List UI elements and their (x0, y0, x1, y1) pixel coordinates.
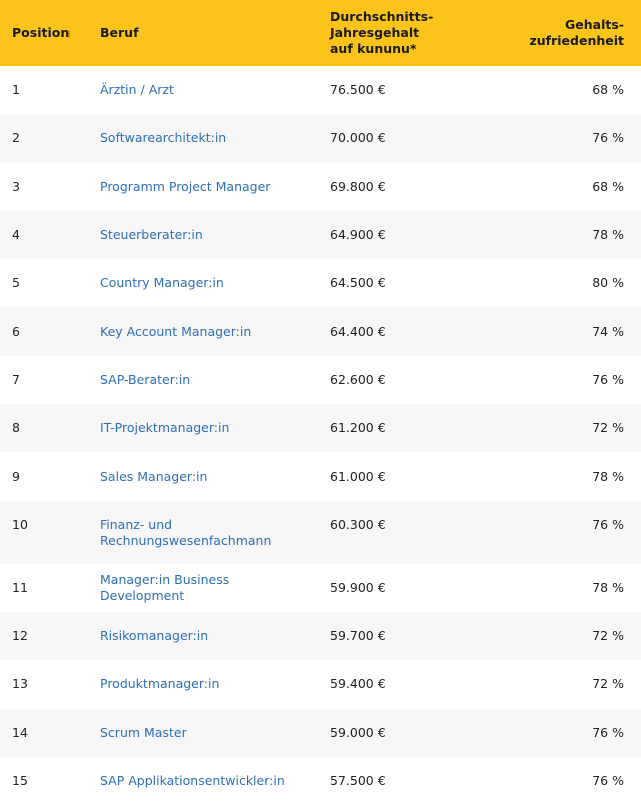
job-link[interactable]: IT-Projektmanager:in (100, 420, 230, 436)
position-cell: 8 (12, 420, 20, 436)
job-link-line1: Finanz- und (100, 516, 173, 532)
table-row: 14 Scrum Master 59.000 € 76 % (0, 708, 641, 757)
salary-cell: 59.900 € (330, 579, 386, 595)
job-link[interactable]: Sales Manager:in (100, 468, 208, 484)
table-row: 11 Manager:in Business Development 59.90… (0, 564, 641, 612)
satisfaction-cell: 78 % (592, 227, 624, 243)
table-row: 5 Country Manager:in 64.500 € 80 % (0, 259, 641, 307)
satisfaction-cell: 78 % (592, 579, 624, 595)
header-salary-line1: Durchschnitts-Jahresgehalt (330, 9, 434, 40)
job-link[interactable]: Softwarearchitekt:in (100, 130, 227, 146)
table-row: 6 Key Account Manager:in 64.400 € 74 % (0, 307, 641, 356)
job-link[interactable]: Programm Project Manager (100, 178, 271, 194)
position-cell: 4 (12, 227, 20, 243)
position-cell: 2 (12, 130, 20, 146)
header-salary-line2: auf kununu* (330, 41, 417, 56)
satisfaction-cell: 76 % (592, 724, 624, 740)
salary-cell: 60.300 € (330, 516, 386, 532)
salary-cell: 59.400 € (330, 676, 386, 692)
satisfaction-cell: 68 % (592, 82, 624, 98)
table-row: 8 IT-Projektmanager:in 61.200 € 72 % (0, 404, 641, 453)
satisfaction-cell: 76 % (592, 516, 624, 532)
position-cell: 6 (12, 323, 20, 339)
job-link[interactable]: Risikomanager:in (100, 628, 209, 644)
salary-cell: 61.000 € (330, 468, 386, 484)
job-link[interactable]: Ärztin / Arzt (100, 82, 174, 98)
position-cell: 11 (12, 579, 28, 595)
job-link[interactable]: Produktmanager:in (100, 676, 220, 692)
table-row: 3 Programm Project Manager 69.800 € 68 % (0, 163, 641, 211)
job-link[interactable]: Scrum Master (100, 724, 187, 740)
satisfaction-cell: 78 % (592, 468, 624, 484)
job-link[interactable]: Key Account Manager:in (100, 323, 252, 339)
table-header-row: Position ⋮ Beruf Durchschnitts-Jahresgeh… (0, 0, 641, 66)
satisfaction-cell: 80 % (592, 275, 624, 291)
header-salary[interactable]: Durchschnitts-Jahresgehalt auf kununu* (318, 0, 513, 66)
satisfaction-cell: 68 % (592, 178, 624, 194)
satisfaction-cell: 74 % (592, 323, 624, 339)
header-job-label: Beruf (100, 25, 139, 40)
header-position[interactable]: Position ⋮ (0, 0, 88, 66)
job-link[interactable]: Manager:in Business Development (100, 571, 230, 603)
job-link[interactable]: Finanz- und Rechnungswesenfachmann (88, 501, 318, 564)
position-cell: 9 (12, 468, 20, 484)
header-position-label: Position (12, 25, 70, 40)
job-link[interactable]: Country Manager:in (100, 275, 224, 291)
job-link[interactable]: Steuerberater:in (100, 227, 203, 243)
header-satisfaction[interactable]: Gehalts- zufriedenheit (513, 0, 641, 66)
salary-cell: 57.500 € (330, 773, 386, 788)
table-row: 7 SAP-Berater:in 62.600 € 76 % (0, 356, 641, 404)
table-row: 15 SAP Applikationsentwickler:in 57.500 … (0, 757, 641, 805)
salary-cell: 64.400 € (330, 323, 386, 339)
header-satisfaction-line1: Gehalts- (565, 17, 624, 32)
salary-cell: 76.500 € (330, 82, 386, 98)
salary-cell: 70.000 € (330, 130, 386, 146)
position-cell: 7 (12, 371, 20, 387)
table-row: 10 Finanz- und Rechnungswesenfachmann 60… (0, 500, 641, 564)
table-row: 13 Produktmanager:in 59.400 € 72 % (0, 660, 641, 708)
job-link-line2: Rechnungswesenfachmann (100, 532, 272, 548)
position-cell: 1 (12, 82, 20, 98)
satisfaction-cell: 76 % (592, 130, 624, 146)
salary-cell: 61.200 € (330, 420, 386, 436)
salary-cell: 69.800 € (330, 178, 386, 194)
table-row: 1 Ärztin / Arzt 76.500 € 68 % (0, 66, 641, 114)
table-row: 12 Risikomanager:in 59.700 € 72 % (0, 611, 641, 661)
satisfaction-cell: 72 % (592, 628, 624, 644)
position-cell: 15 (12, 773, 28, 788)
salary-cell: 64.500 € (330, 275, 386, 291)
table-row: 2 Softwarearchitekt:in 70.000 € 76 % (0, 114, 641, 163)
salary-cell: 64.900 € (330, 227, 386, 243)
satisfaction-cell: 76 % (592, 371, 624, 387)
position-cell: 13 (12, 676, 28, 692)
job-link[interactable]: SAP-Berater:in (100, 371, 191, 387)
satisfaction-cell: 72 % (592, 420, 624, 436)
position-cell: 5 (12, 275, 20, 291)
header-job[interactable]: Beruf (88, 0, 318, 66)
job-link[interactable]: SAP Applikationsentwickler:in (100, 773, 285, 788)
sort-icon[interactable]: ⋮ (65, 30, 74, 40)
position-cell: 12 (12, 628, 28, 644)
table-row: 4 Steuerberater:in 64.900 € 78 % (0, 210, 641, 260)
salary-cell: 59.000 € (330, 724, 386, 740)
header-satisfaction-line2: zufriedenheit (529, 33, 624, 48)
table-row: 9 Sales Manager:in 61.000 € 78 % (0, 452, 641, 500)
position-cell: 3 (12, 178, 20, 194)
satisfaction-cell: 76 % (592, 773, 624, 788)
salary-cell: 62.600 € (330, 371, 386, 387)
salary-cell: 59.700 € (330, 628, 386, 644)
position-cell: 14 (12, 724, 28, 740)
satisfaction-cell: 72 % (592, 676, 624, 692)
position-cell: 10 (12, 516, 28, 532)
